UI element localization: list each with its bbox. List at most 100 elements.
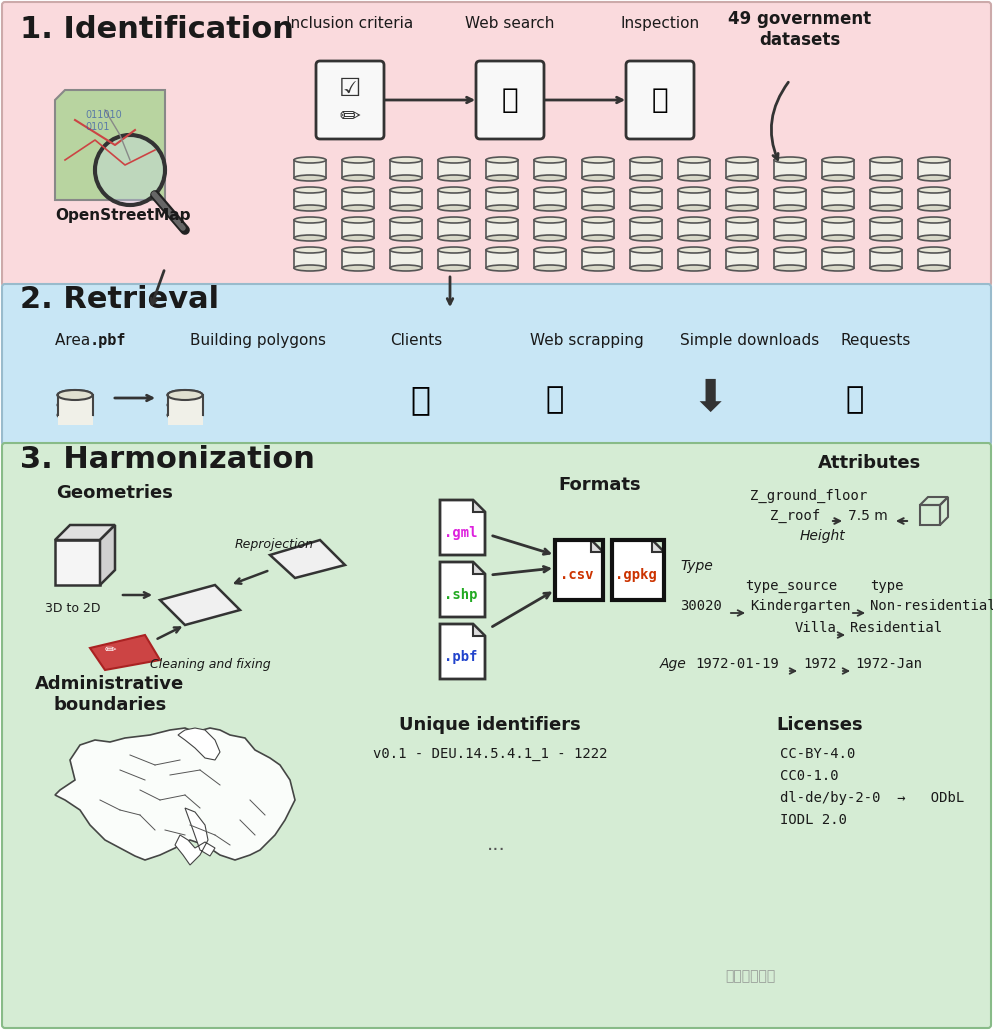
FancyBboxPatch shape <box>390 190 422 208</box>
Ellipse shape <box>438 247 470 253</box>
Ellipse shape <box>870 205 902 211</box>
Ellipse shape <box>486 217 518 224</box>
Text: Area: Area <box>55 333 95 348</box>
Ellipse shape <box>870 265 902 271</box>
Ellipse shape <box>870 247 902 253</box>
Text: ☑
✏: ☑ ✏ <box>339 77 361 129</box>
FancyBboxPatch shape <box>630 190 662 208</box>
Ellipse shape <box>168 390 203 400</box>
Ellipse shape <box>438 175 470 181</box>
Text: v0.1 - DEU.14.5.4.1_1 - 1222: v0.1 - DEU.14.5.4.1_1 - 1222 <box>372 747 608 761</box>
Ellipse shape <box>582 205 614 211</box>
Ellipse shape <box>390 247 422 253</box>
Text: type_source: type_source <box>745 579 837 593</box>
Text: type: type <box>870 579 904 593</box>
Ellipse shape <box>822 175 854 181</box>
Text: Simple downloads: Simple downloads <box>680 333 819 348</box>
Ellipse shape <box>726 265 758 271</box>
Ellipse shape <box>342 157 374 163</box>
Text: 🏛: 🏛 <box>651 85 668 114</box>
Ellipse shape <box>534 175 566 181</box>
Text: 📋: 📋 <box>846 385 864 414</box>
Ellipse shape <box>774 205 806 211</box>
Ellipse shape <box>294 217 326 224</box>
Text: Clients: Clients <box>390 333 442 348</box>
FancyBboxPatch shape <box>678 190 710 208</box>
Polygon shape <box>55 525 115 540</box>
FancyBboxPatch shape <box>822 190 854 208</box>
Ellipse shape <box>438 235 470 241</box>
FancyBboxPatch shape <box>486 160 518 178</box>
Text: Web search: Web search <box>466 16 555 31</box>
Text: .pbf: .pbf <box>444 650 478 663</box>
Text: 🖧: 🖧 <box>410 383 430 416</box>
Ellipse shape <box>390 205 422 211</box>
FancyBboxPatch shape <box>342 160 374 178</box>
Ellipse shape <box>678 265 710 271</box>
Text: Villa: Villa <box>795 621 837 636</box>
Ellipse shape <box>918 235 950 241</box>
Bar <box>168 394 203 405</box>
Ellipse shape <box>678 247 710 253</box>
Ellipse shape <box>822 247 854 253</box>
Ellipse shape <box>486 157 518 163</box>
Ellipse shape <box>678 175 710 181</box>
Ellipse shape <box>774 217 806 224</box>
Text: Inspection: Inspection <box>621 16 699 31</box>
Text: 石头人看遥感: 石头人看遥感 <box>725 969 776 983</box>
Text: 3D to 2D: 3D to 2D <box>45 602 100 615</box>
FancyBboxPatch shape <box>342 250 374 268</box>
FancyBboxPatch shape <box>534 190 566 208</box>
FancyBboxPatch shape <box>630 220 662 238</box>
FancyBboxPatch shape <box>870 160 902 178</box>
Ellipse shape <box>342 217 374 224</box>
Text: IODL 2.0: IODL 2.0 <box>780 813 847 827</box>
FancyBboxPatch shape <box>486 190 518 208</box>
Text: Inclusion criteria: Inclusion criteria <box>286 16 414 31</box>
Text: Non-residential: Non-residential <box>870 599 993 613</box>
FancyBboxPatch shape <box>774 250 806 268</box>
FancyBboxPatch shape <box>726 190 758 208</box>
FancyBboxPatch shape <box>626 61 694 139</box>
Ellipse shape <box>918 175 950 181</box>
Ellipse shape <box>870 157 902 163</box>
Ellipse shape <box>582 157 614 163</box>
Ellipse shape <box>678 157 710 163</box>
Ellipse shape <box>438 217 470 224</box>
Bar <box>168 415 203 425</box>
Text: Formats: Formats <box>559 476 641 494</box>
Ellipse shape <box>918 187 950 193</box>
Ellipse shape <box>534 235 566 241</box>
Polygon shape <box>55 90 165 200</box>
Ellipse shape <box>870 187 902 193</box>
Polygon shape <box>100 525 115 585</box>
Ellipse shape <box>774 247 806 253</box>
FancyBboxPatch shape <box>294 220 326 238</box>
Polygon shape <box>652 540 664 552</box>
Text: Type: Type <box>680 559 713 573</box>
Ellipse shape <box>582 235 614 241</box>
Ellipse shape <box>168 410 203 420</box>
FancyBboxPatch shape <box>390 160 422 178</box>
FancyBboxPatch shape <box>822 220 854 238</box>
Bar <box>58 394 92 405</box>
FancyBboxPatch shape <box>294 160 326 178</box>
FancyBboxPatch shape <box>438 160 470 178</box>
FancyBboxPatch shape <box>870 190 902 208</box>
FancyBboxPatch shape <box>582 190 614 208</box>
FancyBboxPatch shape <box>678 160 710 178</box>
Ellipse shape <box>582 265 614 271</box>
Ellipse shape <box>486 235 518 241</box>
Text: 30020: 30020 <box>680 599 722 613</box>
FancyBboxPatch shape <box>774 190 806 208</box>
Ellipse shape <box>294 235 326 241</box>
Ellipse shape <box>342 205 374 211</box>
Ellipse shape <box>918 247 950 253</box>
Bar <box>58 405 92 415</box>
Ellipse shape <box>390 187 422 193</box>
Text: 1972-Jan: 1972-Jan <box>855 657 922 671</box>
Polygon shape <box>440 500 485 555</box>
Ellipse shape <box>822 217 854 224</box>
FancyBboxPatch shape <box>438 220 470 238</box>
FancyBboxPatch shape <box>726 250 758 268</box>
